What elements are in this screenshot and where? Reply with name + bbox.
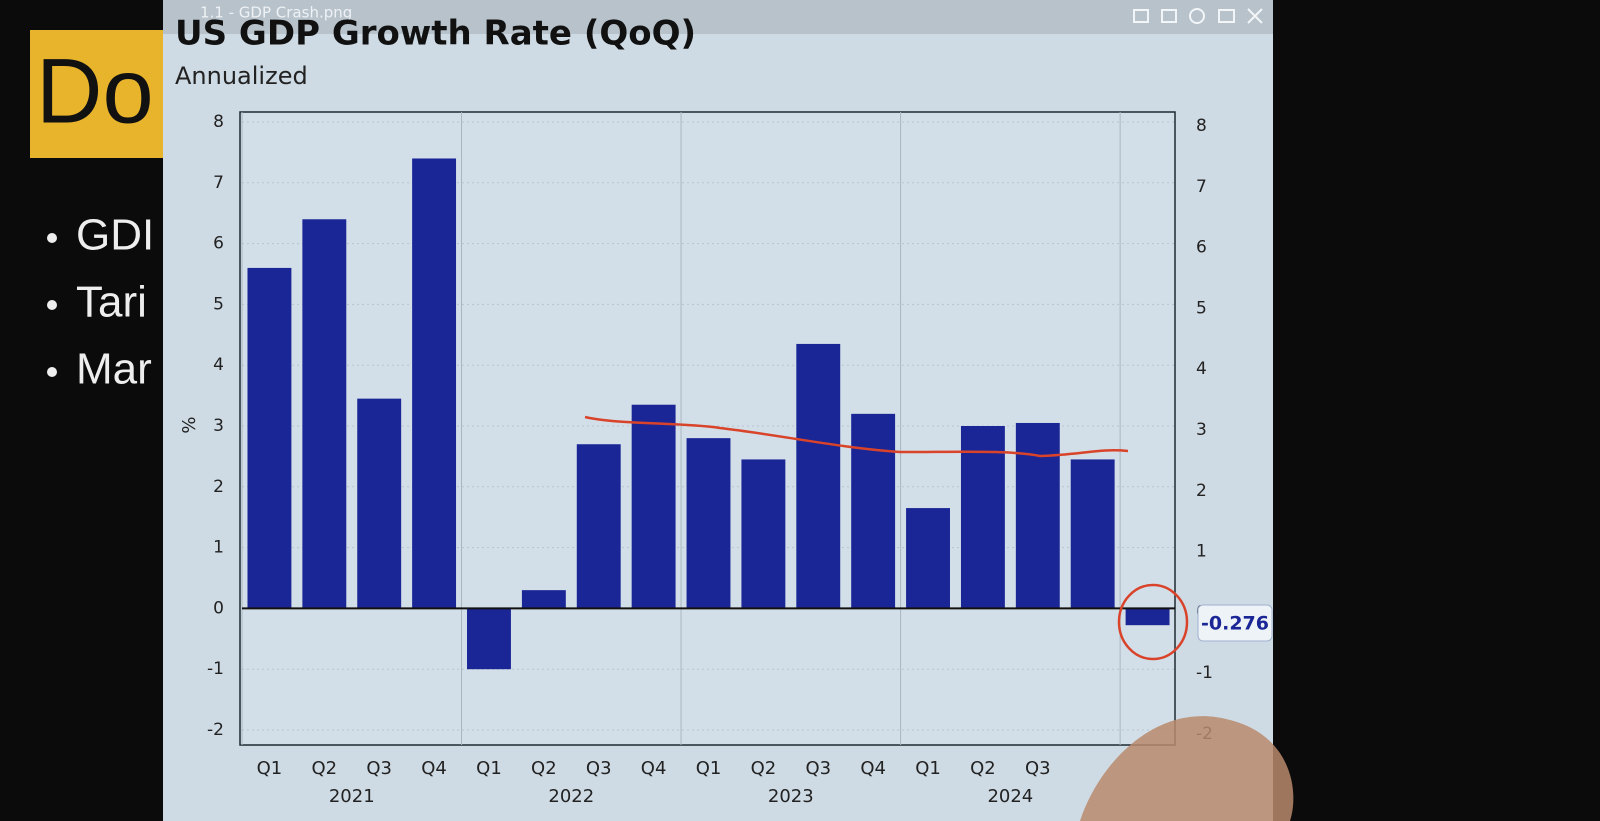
bar xyxy=(576,444,621,609)
slide-bullets: GDI Tari Mar xyxy=(47,211,154,394)
slide-heading-box xyxy=(30,30,170,158)
x-tick-label: Q3 xyxy=(1025,758,1051,779)
bar xyxy=(631,404,676,609)
x-tick-label: Q3 xyxy=(586,758,612,779)
bar xyxy=(796,343,841,609)
window-controls xyxy=(1133,8,1263,24)
bar xyxy=(302,219,347,609)
y2-tick-label: 8 xyxy=(1196,116,1207,136)
crop-button[interactable] xyxy=(1161,9,1177,23)
slide-bullet: GDI xyxy=(76,211,154,260)
y2-tick-label: 5 xyxy=(1196,298,1207,318)
bar xyxy=(247,267,292,609)
year-label: 2023 xyxy=(768,786,814,807)
x-tick-label: Q3 xyxy=(366,758,392,779)
window-title: 1.1 - GDP Crash.png xyxy=(200,4,352,22)
window-titlebar xyxy=(163,0,1273,34)
year-label: 2022 xyxy=(548,786,594,807)
y-tick-label: 0 xyxy=(213,598,224,618)
screenshot-button[interactable] xyxy=(1133,9,1149,23)
bar xyxy=(1015,422,1060,609)
presenter-hand xyxy=(1080,716,1294,821)
bar xyxy=(1070,459,1115,609)
y2-tick-label: 1 xyxy=(1196,542,1207,562)
y2-tick-label: 6 xyxy=(1196,238,1207,258)
x-tick-label: Q1 xyxy=(476,758,502,779)
slide-bullet: Mar xyxy=(76,345,152,394)
x-tick-label: Q1 xyxy=(915,758,941,779)
y2-tick-label: 2 xyxy=(1196,481,1207,501)
refresh-button[interactable] xyxy=(1189,8,1205,24)
bullet-dot xyxy=(47,233,57,243)
x-tick-label: Q2 xyxy=(970,758,996,779)
bar xyxy=(467,608,511,670)
year-label: 2024 xyxy=(987,786,1033,807)
y-axis-label: % xyxy=(179,416,200,433)
x-tick-label: Q4 xyxy=(641,758,667,779)
slide-heading: Do xyxy=(36,40,154,142)
bar xyxy=(1125,608,1170,626)
bullet-dot xyxy=(47,300,57,310)
y-tick-label: 8 xyxy=(213,112,224,132)
close-button[interactable] xyxy=(1247,8,1263,24)
y2-tick-label: 4 xyxy=(1196,359,1207,379)
chart-subtitle: Annualized xyxy=(175,62,308,90)
y-tick-label: -1 xyxy=(207,659,224,679)
x-tick-label: Q1 xyxy=(257,758,283,779)
bar xyxy=(906,508,950,609)
bar xyxy=(741,459,786,609)
layout-button[interactable] xyxy=(1218,9,1235,23)
y-tick-label: 3 xyxy=(213,416,224,436)
x-tick-label: Q2 xyxy=(531,758,557,779)
x-tick-label: Q2 xyxy=(751,758,777,779)
value-label: -0.276 xyxy=(1201,613,1269,635)
bar xyxy=(412,158,457,609)
y2-tick-label: -1 xyxy=(1196,663,1213,683)
bar xyxy=(851,413,896,609)
x-tick-label: Q4 xyxy=(860,758,886,779)
bar xyxy=(686,438,731,609)
value-callout xyxy=(1197,604,1273,642)
hand-drawn-trend xyxy=(584,415,1129,458)
slide-bullet: Tari xyxy=(76,278,147,327)
y-tick-label: 2 xyxy=(213,477,224,497)
x-tick-label: Q3 xyxy=(805,758,831,779)
bar xyxy=(960,426,1005,609)
y-tick-label: 7 xyxy=(213,173,224,193)
x-tick-label: Q4 xyxy=(421,758,447,779)
hand-drawn-circle xyxy=(1117,583,1189,661)
x-tick-label: Q1 xyxy=(696,758,722,779)
y-tick-label: 1 xyxy=(213,538,224,558)
y2-tick-label: 7 xyxy=(1196,177,1207,197)
year-label: 2021 xyxy=(329,786,375,807)
chart-title: US GDP Growth Rate (QoQ) xyxy=(175,14,696,54)
y-tick-label: -2 xyxy=(207,720,224,740)
bar xyxy=(357,398,402,609)
chart: -2-2-1-1001122334455667788Q1Q2Q3Q4Q1Q2Q3… xyxy=(207,112,1273,807)
bar xyxy=(521,590,566,609)
y-tick-label: 6 xyxy=(213,234,224,254)
y2-tick-label: 3 xyxy=(1196,420,1207,440)
bullet-dot xyxy=(47,367,57,377)
x-tick-label: Q2 xyxy=(312,758,338,779)
y-tick-label: 5 xyxy=(213,294,224,314)
y-tick-label: 4 xyxy=(213,355,224,375)
